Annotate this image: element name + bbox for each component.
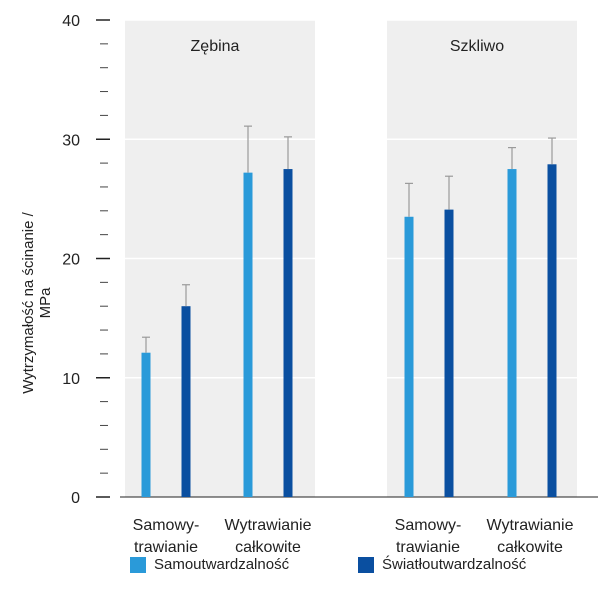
bar — [507, 169, 517, 497]
y-tick-label: 10 — [62, 371, 80, 388]
y-tick-label: 40 — [62, 13, 80, 30]
bar — [181, 306, 191, 497]
legend-label: Światłoutwardzalność — [382, 556, 527, 573]
bar — [283, 169, 293, 497]
x-category-label: Samowy- trawianie — [132, 517, 200, 556]
legend-swatch — [130, 556, 146, 573]
bar — [141, 352, 151, 497]
legend-item-samoutwardzalnosc: Samoutwardzalność — [130, 556, 289, 573]
bar — [404, 216, 414, 497]
y-tick-label: 30 — [62, 132, 80, 149]
bar — [444, 209, 454, 498]
y-tick-label: 20 — [62, 252, 80, 269]
panel-title-zebina: Zębina — [190, 38, 240, 55]
x-category-label: Samowy- trawianie — [394, 517, 462, 556]
y-tick-label: 0 — [71, 490, 80, 507]
y-axis-label: Wytrzymałość na ścinanie / MPa — [20, 212, 54, 394]
panel-title-szkliwo: Szkliwo — [449, 38, 505, 55]
bar — [547, 164, 557, 498]
x-category-label: Wytrawianie całkowite — [486, 517, 574, 556]
bar — [243, 172, 253, 497]
legend-label: Samoutwardzalność — [154, 556, 290, 573]
x-category-label: Wytrawianie całkowite — [224, 517, 312, 556]
legend: Samoutwardzalność Światłoutwardzalność — [0, 556, 603, 584]
legend-swatch — [358, 556, 374, 573]
legend-item-swiatloutwardzalnosc: Światłoutwardzalność — [358, 556, 526, 573]
